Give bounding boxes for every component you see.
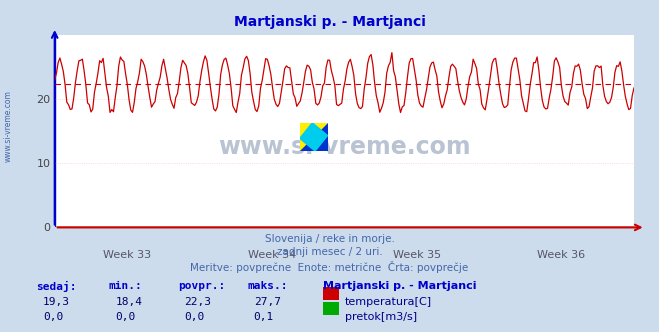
Polygon shape bbox=[300, 123, 328, 151]
Text: 0,0: 0,0 bbox=[115, 312, 136, 322]
Text: 0,0: 0,0 bbox=[185, 312, 205, 322]
Text: www.si-vreme.com: www.si-vreme.com bbox=[218, 134, 471, 159]
Polygon shape bbox=[300, 123, 328, 151]
Text: Week 34: Week 34 bbox=[248, 250, 296, 260]
Text: 27,7: 27,7 bbox=[254, 297, 281, 307]
Text: pretok[m3/s]: pretok[m3/s] bbox=[345, 312, 416, 322]
Text: Week 36: Week 36 bbox=[538, 250, 586, 260]
Text: maks.:: maks.: bbox=[247, 281, 287, 290]
Text: temperatura[C]: temperatura[C] bbox=[345, 297, 432, 307]
Text: sedaj:: sedaj: bbox=[36, 281, 76, 291]
Text: 22,3: 22,3 bbox=[185, 297, 212, 307]
Text: Week 35: Week 35 bbox=[393, 250, 441, 260]
Text: Week 33: Week 33 bbox=[103, 250, 151, 260]
Text: povpr.:: povpr.: bbox=[178, 281, 225, 290]
Text: 0,0: 0,0 bbox=[43, 312, 63, 322]
Text: www.si-vreme.com: www.si-vreme.com bbox=[3, 90, 13, 162]
Text: 19,3: 19,3 bbox=[43, 297, 70, 307]
Text: 0,1: 0,1 bbox=[254, 312, 274, 322]
Text: Slovenija / reke in morje.: Slovenija / reke in morje. bbox=[264, 234, 395, 244]
Text: Martjanski p. - Martjanci: Martjanski p. - Martjanci bbox=[233, 15, 426, 29]
Text: zadnji mesec / 2 uri.: zadnji mesec / 2 uri. bbox=[277, 247, 382, 257]
Polygon shape bbox=[300, 123, 328, 151]
Text: min.:: min.: bbox=[109, 281, 142, 290]
Text: Meritve: povprečne  Enote: metrične  Črta: povprečje: Meritve: povprečne Enote: metrične Črta:… bbox=[190, 261, 469, 273]
Text: Martjanski p. - Martjanci: Martjanski p. - Martjanci bbox=[323, 281, 476, 290]
Text: 18,4: 18,4 bbox=[115, 297, 142, 307]
